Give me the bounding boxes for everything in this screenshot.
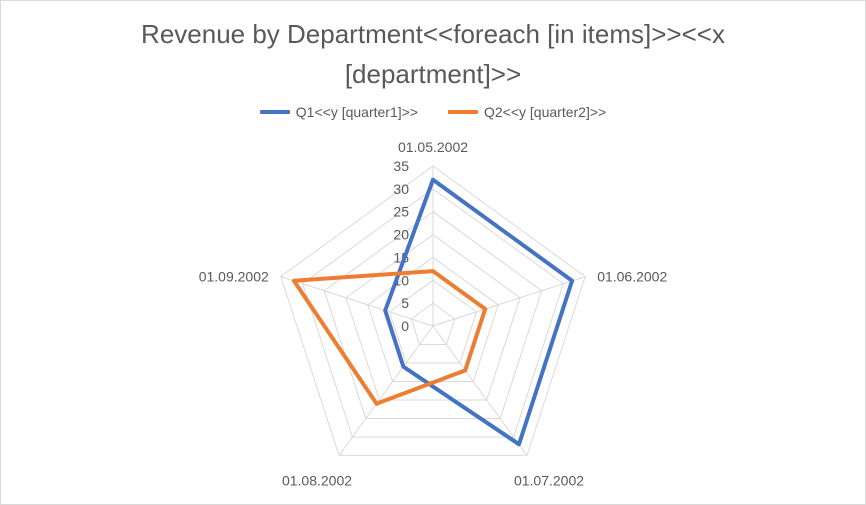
tick-label-30: 30 xyxy=(393,181,409,197)
legend-label-q1: Q1<<y [quarter1]>> xyxy=(295,104,418,120)
category-label-01.05.2002: 01.05.2002 xyxy=(398,139,468,155)
series-line-1 xyxy=(383,177,575,447)
series-line-2 xyxy=(291,269,488,406)
grid-ring-4 xyxy=(345,233,521,401)
legend-swatch-q1 xyxy=(259,110,290,114)
legend-label-q2: Q2<<y [quarter2]>> xyxy=(484,104,607,120)
tick-label-20: 20 xyxy=(393,227,409,243)
category-label-01.08.2002: 01.08.2002 xyxy=(282,472,352,488)
chart-title-line2: [department]>> xyxy=(344,59,522,89)
grid-spoke-1 xyxy=(432,276,586,327)
category-label-01.06.2002: 01.06.2002 xyxy=(597,269,667,285)
grid-ring-1 xyxy=(410,302,456,345)
grid-spoke-3 xyxy=(338,325,434,456)
grid-ring-6 xyxy=(302,188,564,438)
legend-swatch-q2 xyxy=(448,110,478,114)
grid-spoke-2 xyxy=(432,325,528,456)
grid-ring-2 xyxy=(388,279,478,364)
chart-title-line1: Revenue by Department<<foreach [in items… xyxy=(141,19,725,49)
category-label-01.09.2002: 01.09.2002 xyxy=(199,269,269,285)
tick-label-5: 5 xyxy=(401,295,409,311)
grid-spoke-4 xyxy=(280,276,434,327)
tick-label-25: 25 xyxy=(393,204,409,220)
category-label-01.07.2002: 01.07.2002 xyxy=(514,472,584,488)
legend-item-q2: Q2<<y [quarter2]>> xyxy=(448,104,606,120)
tick-label-35: 35 xyxy=(393,158,409,174)
chart-title: Revenue by Department<<foreach [in items… xyxy=(0,14,866,94)
legend-item-q1: Q1<<y [quarter1]>> xyxy=(259,104,418,120)
legend: Q1<<y [quarter1]>> Q2<<y [quarter2]>> xyxy=(0,104,866,120)
grid-ring-7 xyxy=(280,165,586,456)
tick-label-0: 0 xyxy=(401,318,409,334)
